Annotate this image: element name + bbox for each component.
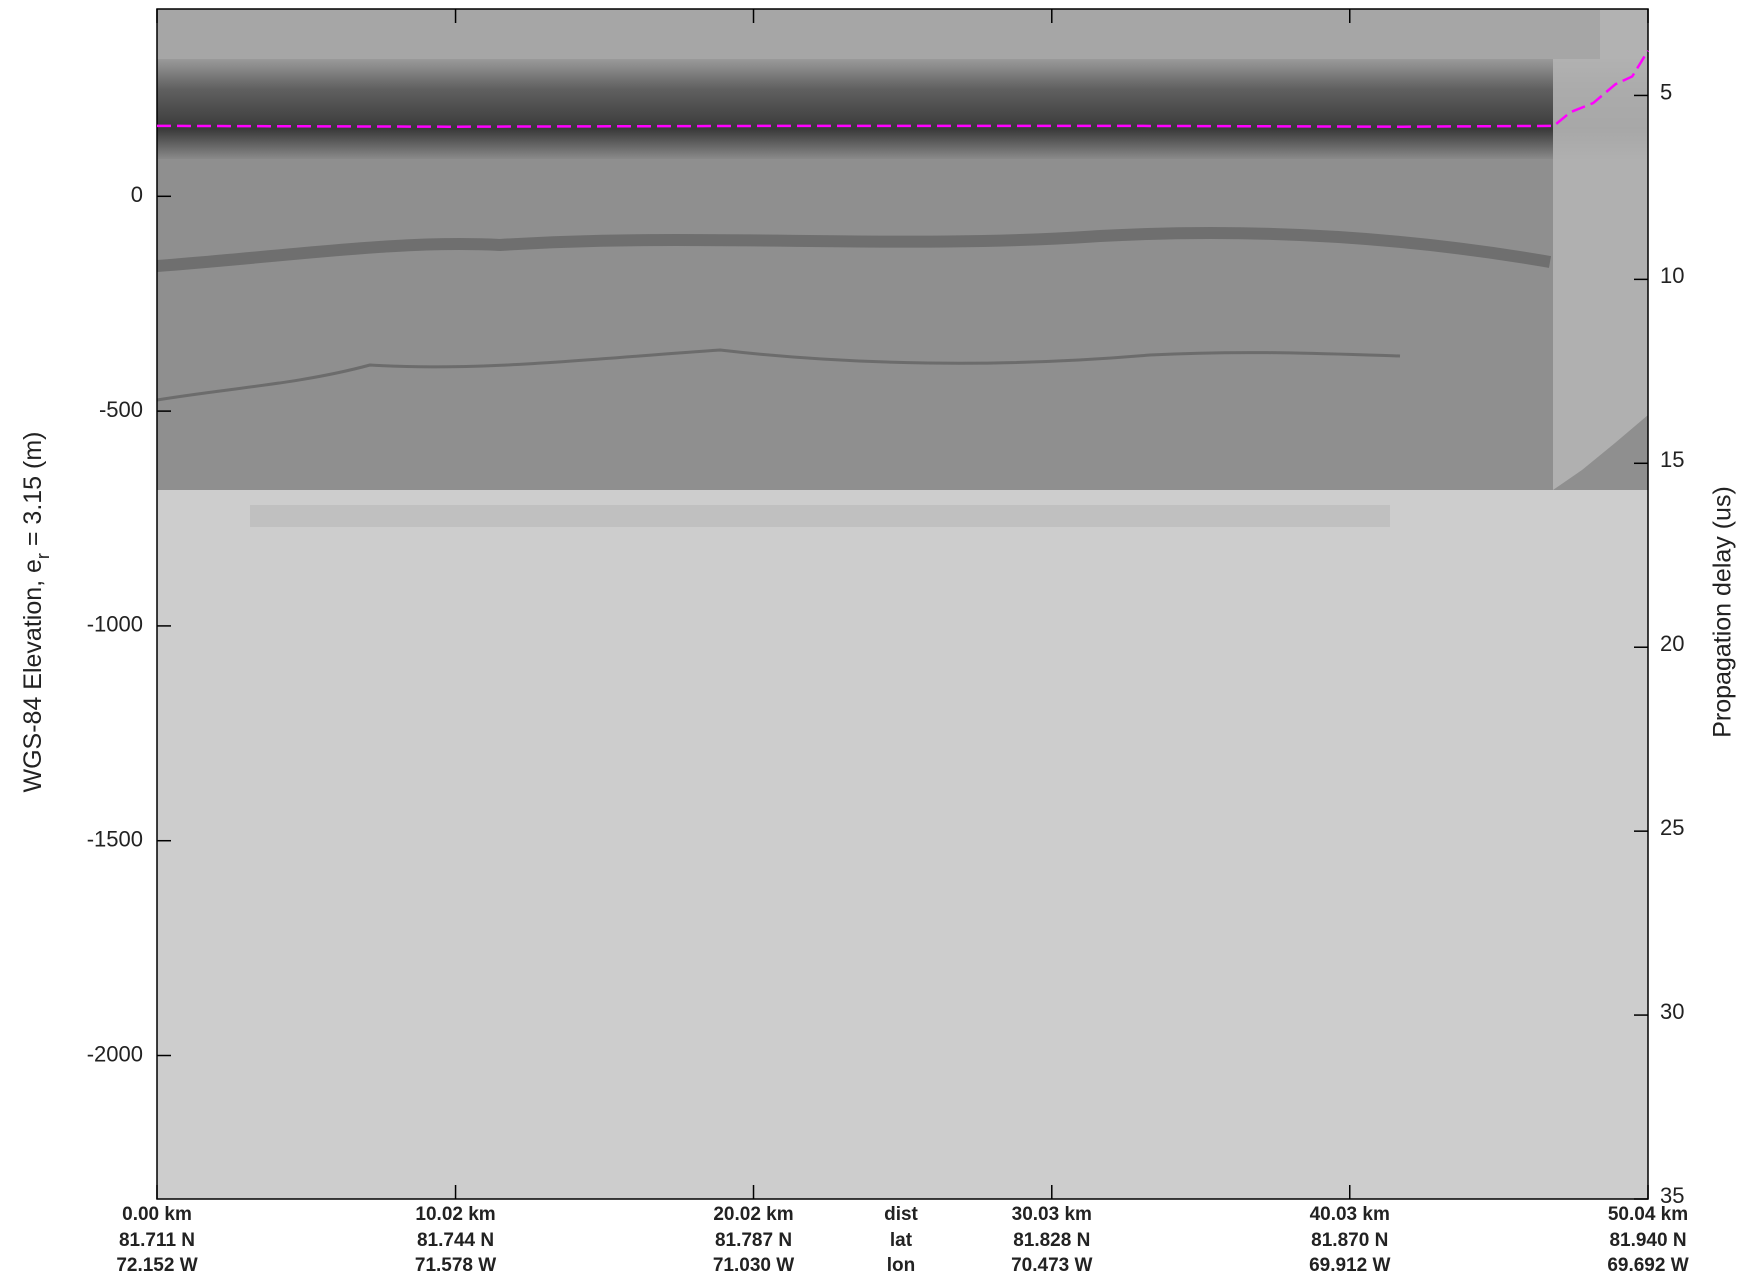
lat-label: 81.711 N (119, 1230, 195, 1251)
radargram (156, 8, 1649, 1200)
y-tick-label: -1000 (87, 612, 143, 637)
y-tick-label: -2000 (87, 1041, 143, 1066)
lon-label: 69.692 W (1607, 1255, 1688, 1276)
x-tick-label: 10.02 km (415, 1204, 495, 1225)
y2-tick-label: 5 (1660, 79, 1672, 104)
x-tick-label: 40.03 km (1310, 1204, 1390, 1225)
row-label: dist (884, 1204, 918, 1225)
y2-tick-label: 20 (1660, 631, 1684, 656)
lat-label: 81.787 N (715, 1230, 792, 1251)
y-axis-title-part: = 3.15 (m) (19, 431, 47, 553)
lat-label: 81.828 N (1013, 1230, 1090, 1251)
y2-tick-label: 35 (1660, 1183, 1684, 1208)
row-label: lon (887, 1255, 916, 1276)
lon-label: 69.912 W (1309, 1255, 1390, 1276)
lat-label: 81.940 N (1609, 1230, 1686, 1251)
y-tick-label: -500 (99, 397, 143, 422)
y-tick-label: -1500 (87, 827, 143, 852)
row-label: lat (890, 1230, 913, 1251)
y2-axis-title: Propagation delay (us) (1709, 486, 1737, 738)
y-tick-label: 0 (131, 182, 143, 207)
y2-tick-label: 25 (1660, 815, 1684, 840)
y-axis-title-part: WGS-84 Elevation, e (19, 559, 47, 792)
y-axis-title: WGS-84 Elevation, er = 3.15 (m) (19, 431, 53, 792)
x-tick-label: 50.04 km (1608, 1204, 1688, 1225)
x-tick-label: 0.00 km (122, 1204, 192, 1225)
lon-label: 71.578 W (415, 1255, 496, 1276)
y2-tick-label: 10 (1660, 263, 1684, 288)
lon-label: 70.473 W (1011, 1255, 1092, 1276)
lon-label: 71.030 W (713, 1255, 794, 1276)
y-axis-title-subscript: r (33, 553, 53, 559)
x-tick-label: 20.02 km (713, 1204, 793, 1225)
lon-label: 72.152 W (116, 1255, 197, 1276)
x-tick-label: 30.03 km (1012, 1204, 1092, 1225)
lat-label: 81.870 N (1311, 1230, 1388, 1251)
y2-tick-label: 30 (1660, 999, 1684, 1024)
y2-tick-label: 15 (1660, 447, 1684, 472)
lat-label: 81.744 N (417, 1230, 494, 1251)
